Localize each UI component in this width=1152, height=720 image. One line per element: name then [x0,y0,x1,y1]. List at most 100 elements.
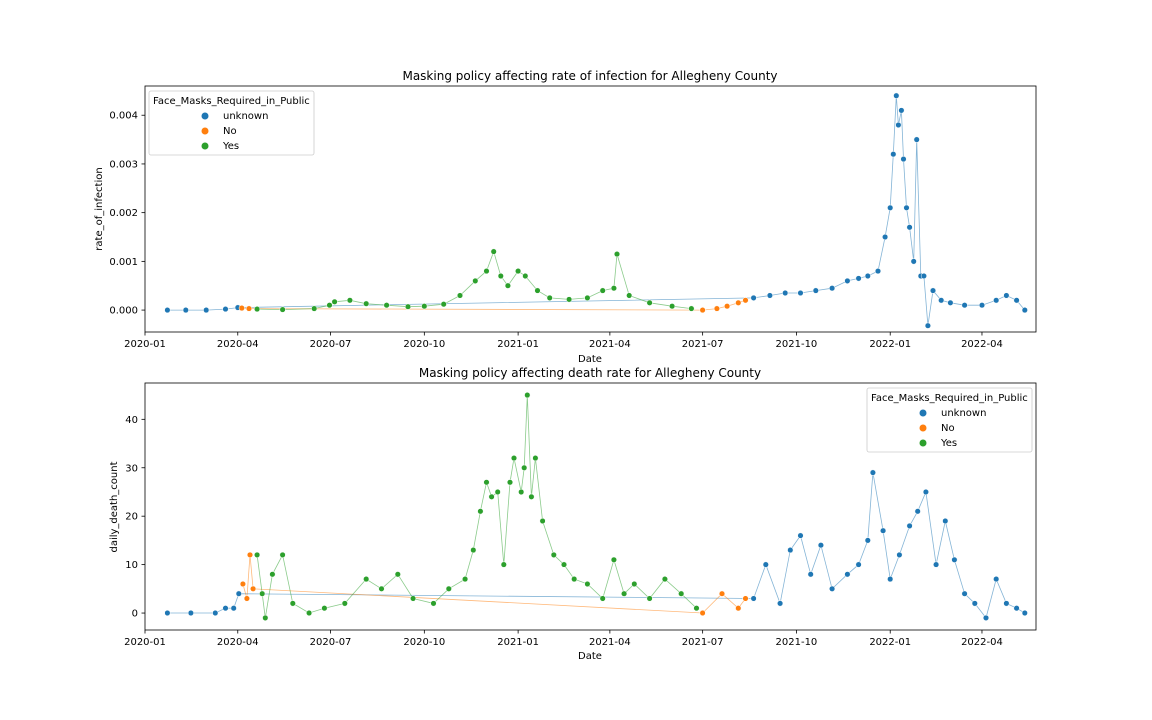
x-tick-label: 2021-07 [682,637,724,648]
infection-legend-title: Face_Masks_Required_in_Public [153,96,310,107]
data-point-unknown [212,609,219,617]
data-point-unknown [1013,297,1020,304]
data-point-no [735,299,742,306]
data-point-yes [626,292,633,299]
data-point-yes [528,493,535,500]
death-chart-marks [164,392,1028,621]
infection-legend-box [148,90,315,156]
data-point-unknown [766,292,773,299]
data-point-yes [610,285,617,292]
death-chart-legend: Face_Masks_Required_in_Public unknown No… [866,387,1033,453]
data-point-no [238,305,245,312]
x-tick-label: 2020-01 [124,339,166,350]
data-point-yes [510,455,518,462]
data-point-unknown [855,275,862,282]
data-point-yes [497,272,504,280]
data-point-unknown [222,306,229,313]
data-point-yes [394,571,401,578]
data-point-unknown [187,609,194,617]
x-tick-label: 2021-04 [589,339,631,350]
data-point-unknown [855,561,862,568]
death-legend-box [866,387,1033,453]
y-tick-label: 40 [125,415,138,426]
data-point-unknown [182,307,189,314]
data-point-unknown [874,268,882,275]
death-chart-frame [144,382,1037,631]
data-point-yes [378,585,385,592]
y-tick-label: 0.002 [109,208,138,219]
data-point-unknown [961,302,968,309]
data-point-unknown [812,287,819,294]
data-point-unknown [762,561,769,568]
data-point-yes [462,576,469,583]
data-point-yes [331,298,338,305]
data-point-yes [534,287,541,294]
data-point-yes [490,248,497,255]
data-point-yes [421,303,428,310]
data-point-unknown [929,287,937,294]
x-tick-label: 2021-01 [497,339,539,350]
data-point-yes [646,595,653,602]
data-point-no [699,307,706,314]
data-point-unknown [230,605,237,612]
death-chart-title: Masking policy affecting death rate for … [419,366,761,380]
death-chart-ylabel: daily_death_count [109,461,120,552]
data-point-yes [515,268,522,275]
data-point-no [246,551,254,558]
x-tick-label: 2021-07 [682,339,724,350]
data-point-unknown [1021,609,1028,617]
x-tick-label: 2020-01 [124,637,166,648]
death-legend-label-yes: Yes [940,438,957,449]
data-point-unknown [750,595,757,602]
series-line-unknown [167,472,1026,619]
infection-legend-label-unknown: unknown [223,111,268,122]
data-point-unknown [890,151,897,158]
death-legend-title: Face_Masks_Required_in_Public [871,393,1028,404]
infection-chart: Masking policy affecting rate of infecti… [94,69,1037,365]
x-tick-label: 2022-04 [961,637,1003,648]
data-point-no [742,297,749,304]
death-legend-label-unknown: unknown [941,408,986,419]
x-tick-label: 2022-01 [869,637,911,648]
data-point-yes [254,551,261,558]
data-point-no [243,595,250,602]
y-tick-label: 0.003 [109,159,138,170]
data-point-yes [678,590,685,597]
data-point-unknown [922,488,929,496]
data-point-yes [341,600,348,607]
data-point-yes [306,609,313,617]
y-tick-label: 0 [132,609,138,620]
death-legend-label-no: No [941,423,955,434]
death-chart: Masking policy affecting death rate for … [109,366,1037,662]
data-point-yes [445,585,452,592]
y-tick-label: 20 [125,512,138,523]
data-point-yes [646,299,653,306]
data-point-unknown [1003,292,1010,299]
data-point-yes [289,600,296,607]
data-point-yes [279,306,286,313]
data-point-yes [477,508,484,515]
data-point-unknown [951,556,958,563]
data-point-unknown [982,614,990,621]
series-line-yes [256,395,697,618]
y-tick-label: 0.000 [109,306,138,317]
data-point-yes [500,561,507,568]
data-point-unknown [864,272,871,280]
data-point-yes [669,303,676,310]
data-point-yes [571,576,578,583]
x-tick-label: 2022-01 [869,339,911,350]
data-point-unknown [203,307,210,314]
data-point-unknown [750,294,757,301]
data-point-yes [363,576,370,583]
infection-chart-legend: Face_Masks_Required_in_Public unknown No… [148,90,315,156]
data-point-unknown [807,571,814,578]
data-point-unknown [900,156,907,163]
y-tick-label: 0.001 [109,257,138,268]
data-point-yes [488,493,495,500]
data-point-yes [524,392,531,399]
x-tick-label: 2021-04 [589,637,631,648]
data-point-unknown [993,297,1000,304]
data-point-yes [688,305,695,312]
data-point-yes [610,556,617,563]
